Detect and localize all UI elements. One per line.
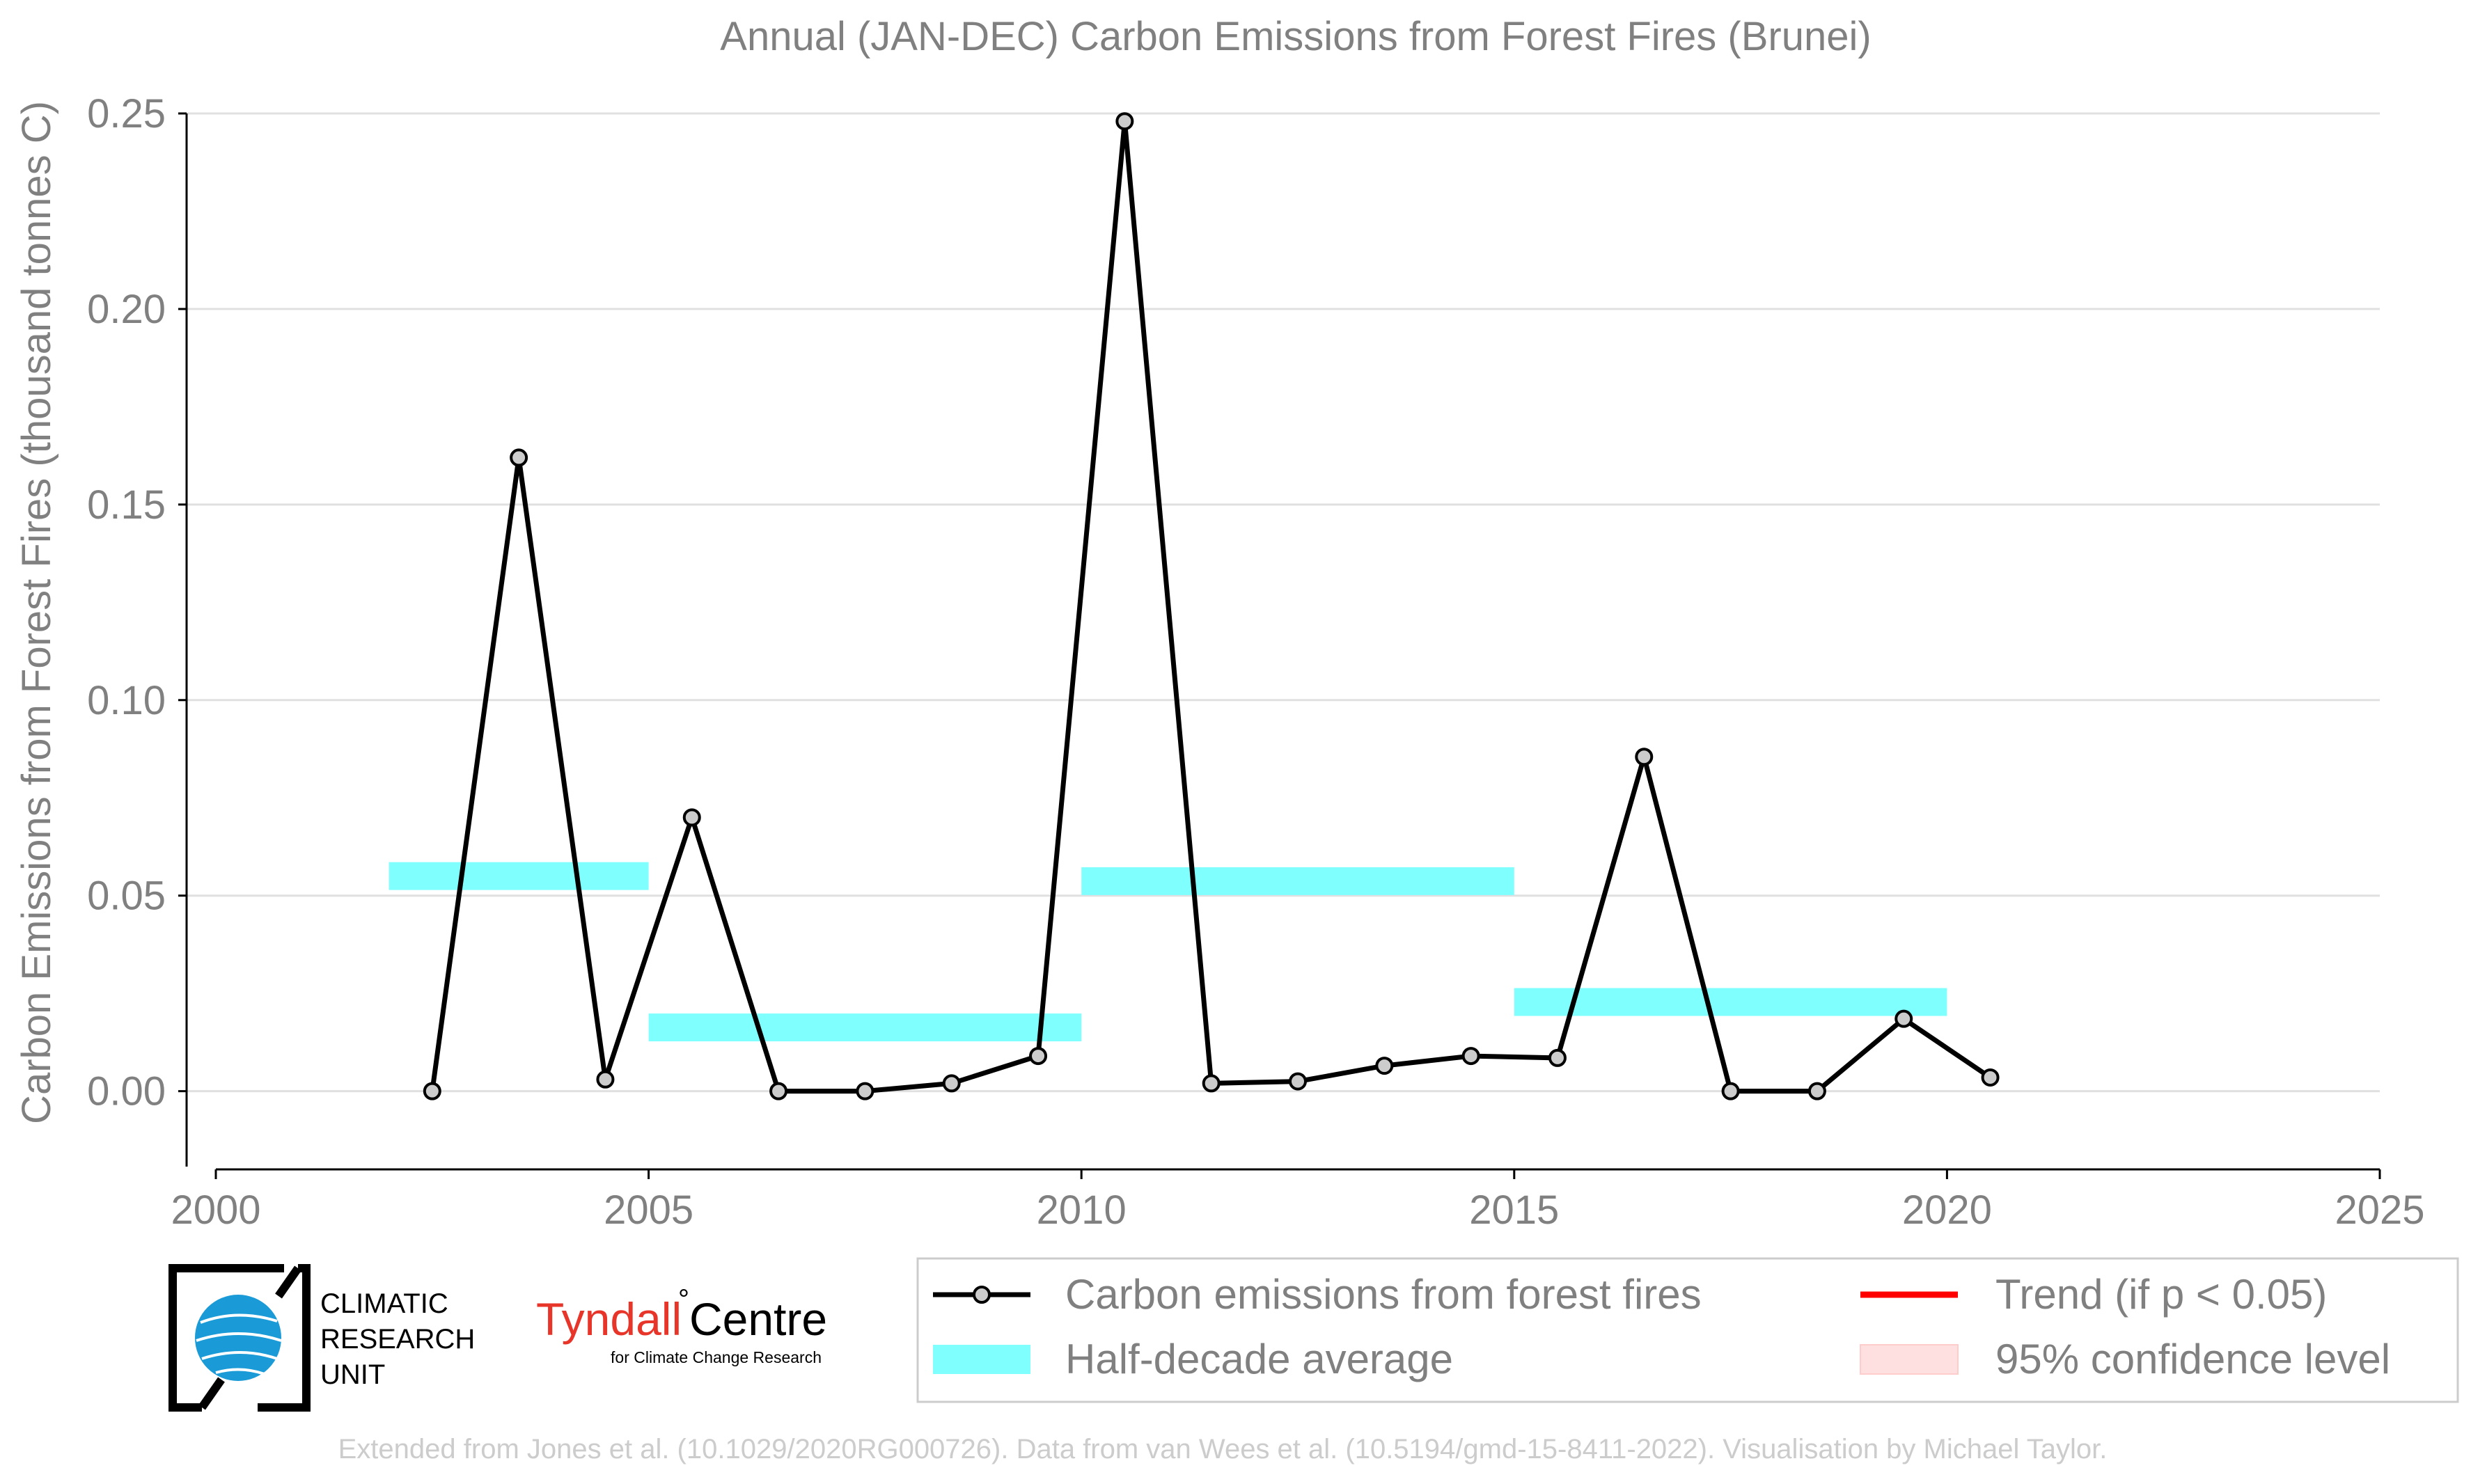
grid-lines: [187, 112, 2380, 1093]
data-point-2009.5: [1029, 1047, 1048, 1066]
cru-frame-cut: [198, 1265, 301, 1410]
data-point-2011.5: [1202, 1074, 1221, 1093]
data-point-2019.5: [1895, 1009, 1913, 1028]
y-tick-label-1: 0.05: [87, 874, 166, 919]
cru-text-line-3: UNIT: [320, 1359, 385, 1390]
x-tick-label-4: 2020: [1902, 1187, 1992, 1233]
cru-logo: CLIMATIC RESEARCH UNIT: [168, 1264, 475, 1412]
data-point-2018.5: [1807, 1082, 1826, 1100]
data-point-2006.5: [769, 1082, 788, 1100]
footer-credit: Extended from Jones et al. (10.1029/2020…: [338, 1434, 2108, 1465]
tyndall-centre: Centre: [689, 1293, 827, 1345]
cru-text-line-2: RESEARCH: [320, 1324, 475, 1355]
data-point-2016.5: [1635, 748, 1654, 766]
data-point-2003.5: [510, 448, 528, 467]
y-tick-label-5: 0.25: [87, 91, 166, 136]
y-tick-label-0: 0.00: [87, 1069, 166, 1114]
legend-label-trend: Trend (if p < 0.05): [1995, 1271, 2327, 1318]
x-tick-label-5: 2025: [2335, 1187, 2424, 1233]
tyndall-subtitle: for Climate Change Research: [611, 1348, 822, 1366]
y-tick-label-3: 0.15: [87, 482, 166, 528]
y-axis-label: Carbon Emissions from Forest Fires (thou…: [14, 101, 59, 1124]
half-decade-bar-3: [1514, 988, 1947, 1016]
legend: Carbon emissions from forest fires Trend…: [916, 1257, 2459, 1403]
data-point-2017.5: [1721, 1082, 1740, 1100]
y-tick-labels: 0.00 0.05 0.10 0.15 0.20 0.25: [87, 91, 166, 1114]
globe-lines: [196, 1313, 282, 1375]
x-tick-labels: 2000 2005 2010 2015 2020 2025: [171, 1187, 2424, 1233]
data-point-2010.5: [1115, 112, 1134, 131]
legend-box: [916, 1257, 2459, 1403]
data-point-2002.5: [423, 1082, 441, 1100]
data-point-2015.5: [1548, 1048, 1567, 1067]
legend-label-average: Half-decade average: [1065, 1336, 1453, 1382]
data-point-2008.5: [942, 1074, 961, 1093]
x-tick-label-3: 2015: [1469, 1187, 1559, 1233]
data-point-2020.5: [1981, 1068, 2000, 1087]
data-point-2012.5: [1289, 1072, 1307, 1091]
half-decade-average-bars: [389, 862, 1947, 1042]
tyndall-name: Tyndall: [536, 1293, 682, 1345]
cru-frame: [168, 1264, 311, 1412]
half-decade-bar-0: [389, 862, 649, 890]
legend-label-confidence: 95% confidence level: [1995, 1336, 2390, 1382]
axes: [178, 112, 2381, 1179]
legend-label-emissions: Carbon emissions from forest fires: [1065, 1271, 1702, 1318]
chart-title: Annual (JAN-DEC) Carbon Emissions from F…: [720, 14, 1871, 59]
y-tick-label-4: 0.20: [87, 287, 166, 332]
legend-marker-swatch: [973, 1286, 991, 1304]
legend-confidence-swatch: [1860, 1344, 1959, 1375]
data-point-2005.5: [682, 808, 701, 827]
tyndall-degree: °: [678, 1284, 689, 1315]
series-carbon-emissions: [423, 112, 2000, 1100]
x-tick-label-0: 2000: [171, 1187, 260, 1233]
tyndall-logo: Tyndall ° Centre for Climate Change Rese…: [536, 1284, 827, 1366]
x-tick-label-2: 2010: [1037, 1187, 1127, 1233]
half-decade-bar-2: [1081, 867, 1514, 895]
data-point-2004.5: [596, 1070, 615, 1089]
x-tick-label-1: 2005: [604, 1187, 693, 1233]
cru-text-line-1: CLIMATIC: [320, 1288, 448, 1319]
data-point-2007.5: [856, 1082, 874, 1100]
data-point-2014.5: [1461, 1047, 1480, 1066]
y-tick-label-2: 0.10: [87, 678, 166, 723]
half-decade-bar-1: [648, 1013, 1082, 1042]
data-point-2013.5: [1375, 1057, 1394, 1075]
series-line-0: [430, 120, 1992, 1094]
legend-average-swatch: [933, 1345, 1030, 1374]
